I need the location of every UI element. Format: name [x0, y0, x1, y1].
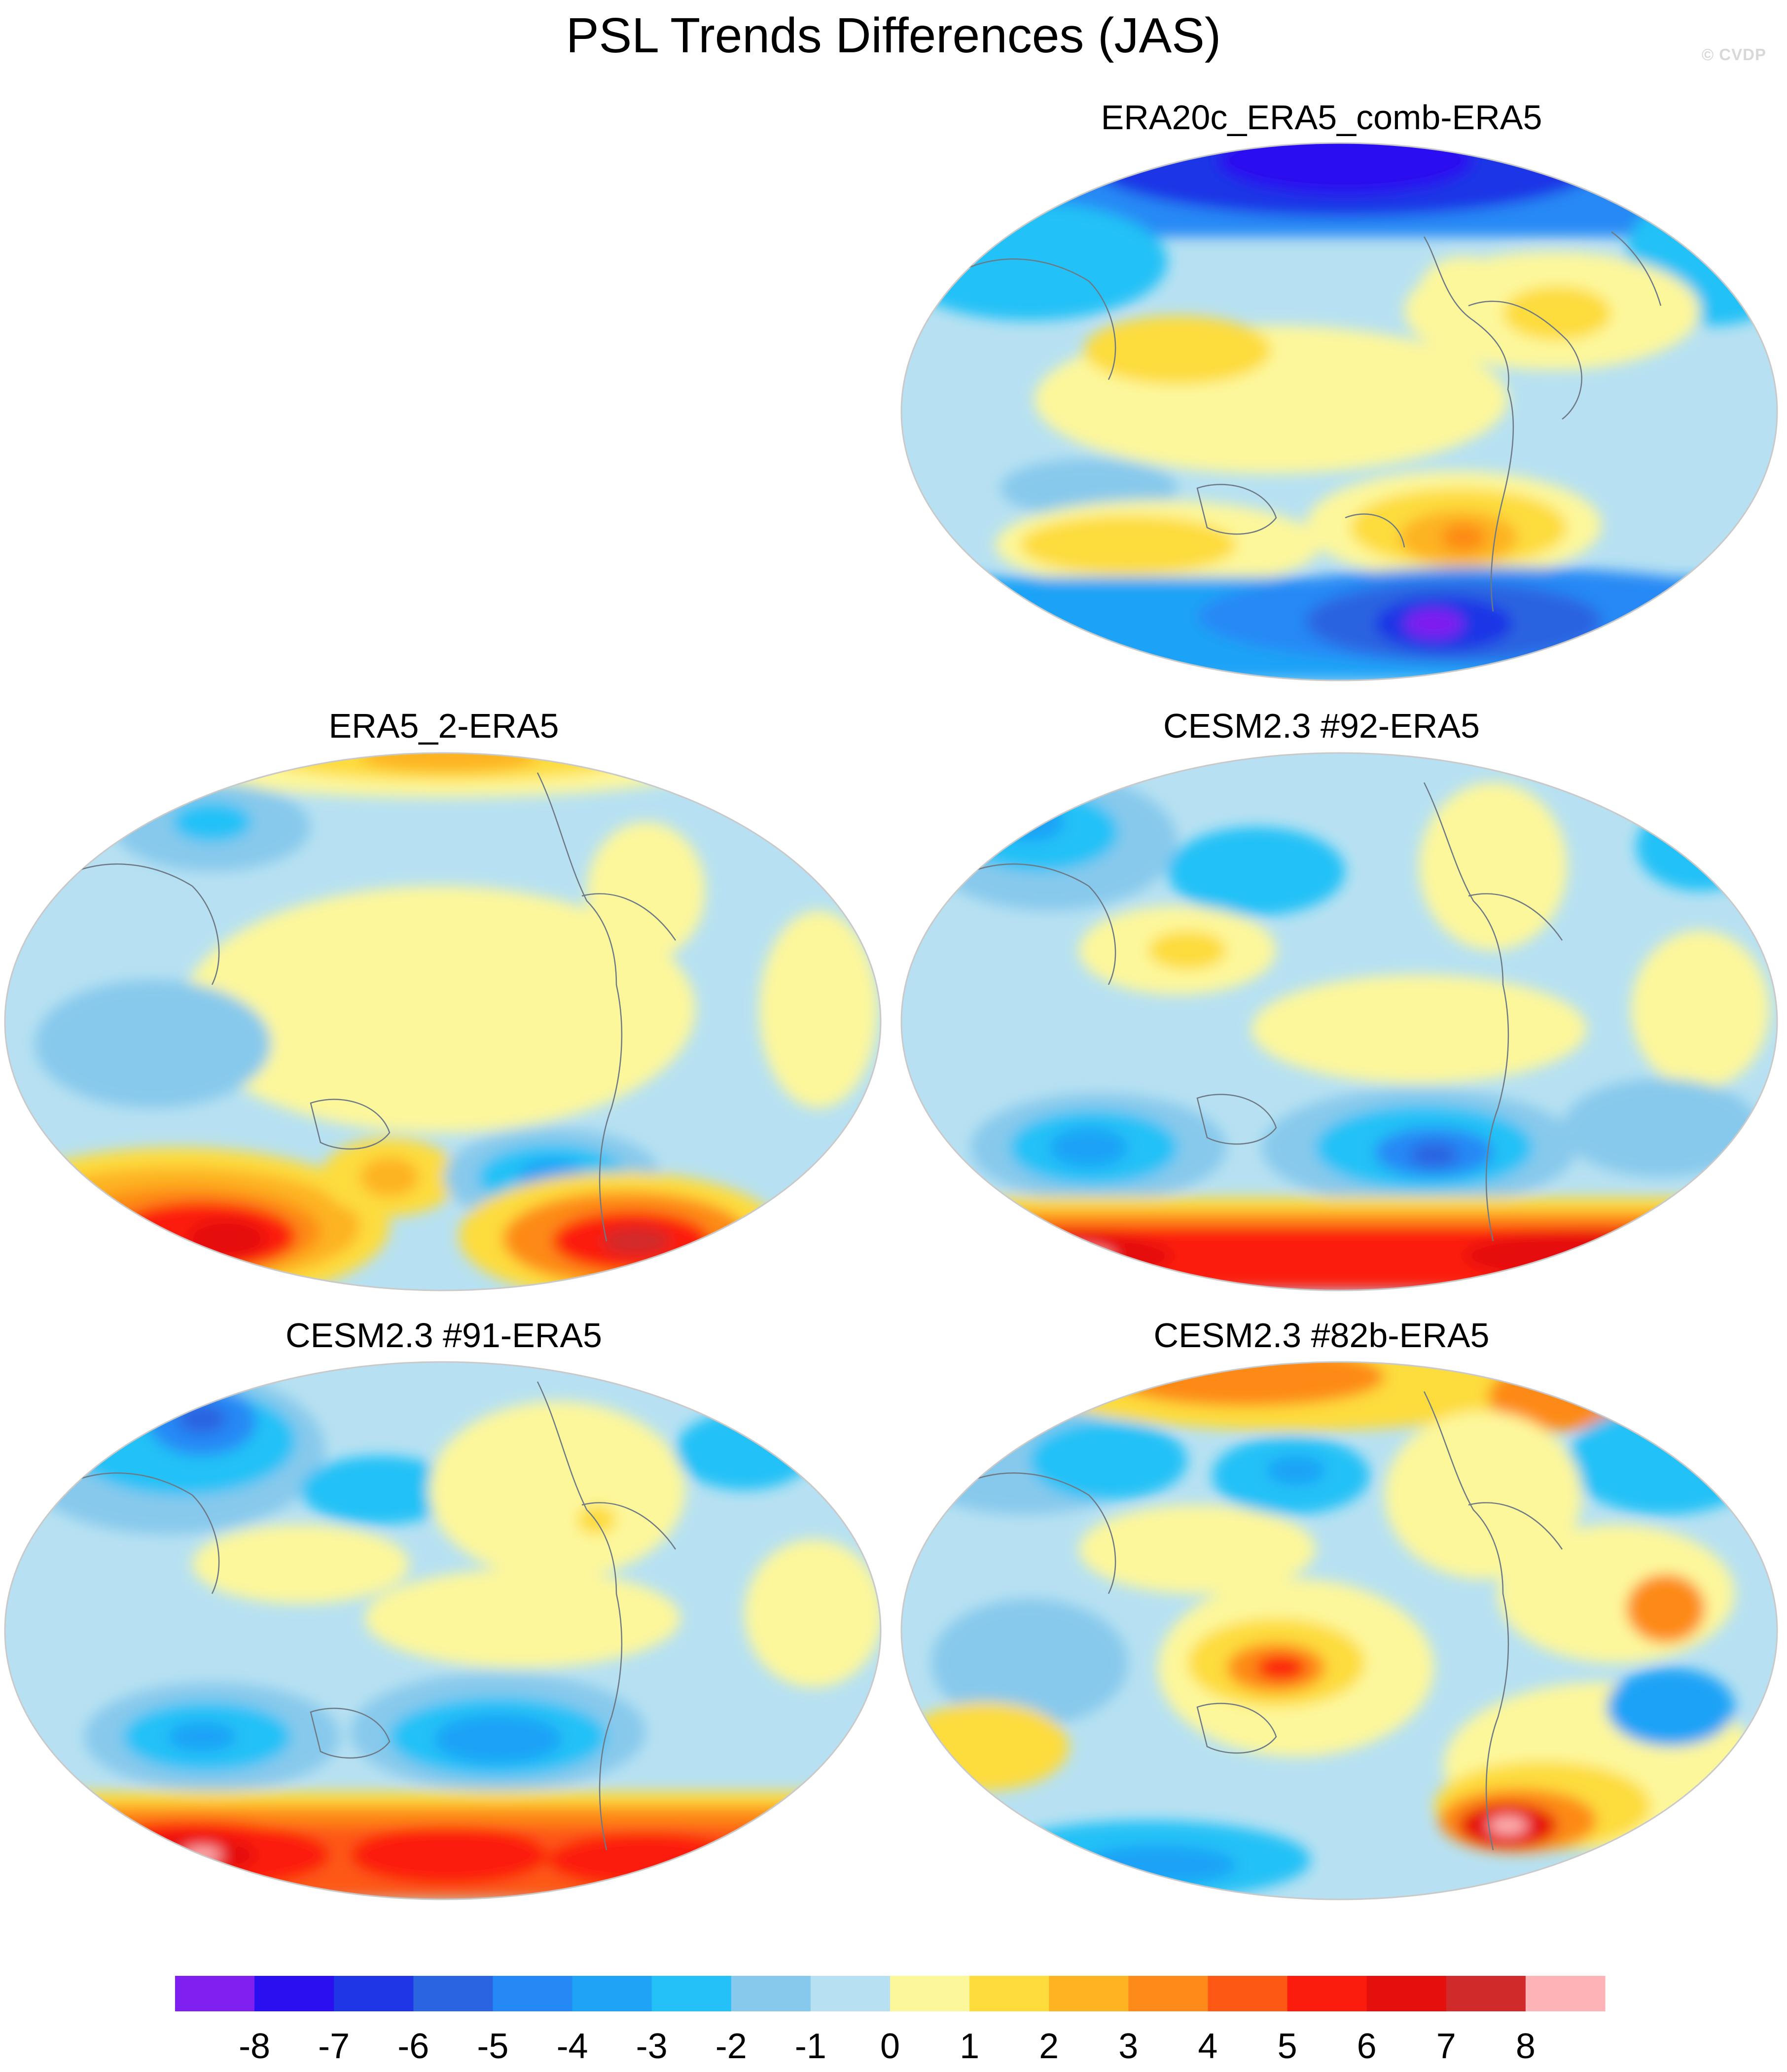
- colorbar-box: [731, 1976, 811, 2011]
- watermark: © CVDP: [1701, 45, 1766, 64]
- colorbar-box: [890, 1976, 970, 2011]
- colorbar-box: [810, 1976, 891, 2011]
- colorbar-tick-label: 1: [960, 2027, 980, 2066]
- map-panel-cesm-91: [4, 1361, 882, 1900]
- colorbar-tick-label: 5: [1277, 2027, 1297, 2066]
- colorbar-tick-label: -2: [715, 2027, 747, 2066]
- colorbar-tick-label: -4: [556, 2027, 588, 2066]
- colorbar-box: [969, 1976, 1049, 2011]
- colorbar-box: [1208, 1976, 1288, 2011]
- map-panel-cesm-92: [900, 752, 1778, 1291]
- colorbar-tick-label: 4: [1198, 2027, 1218, 2066]
- colorbar-box: [1128, 1976, 1209, 2011]
- colorbar-tick-label: 3: [1118, 2027, 1139, 2066]
- colorbar-tick-label: -7: [318, 2027, 350, 2066]
- colorbar-box: [572, 1976, 652, 2011]
- map-panel-era20c: [900, 142, 1778, 681]
- colorbar-tick-label: -6: [397, 2027, 429, 2066]
- colorbar-box: [651, 1976, 732, 2011]
- colorbar-tick-label: -5: [477, 2027, 509, 2066]
- panel-title-era5-2: ERA5_2-ERA5: [328, 707, 559, 745]
- colorbar-box: [334, 1976, 414, 2011]
- figure-title: PSL Trends Differences (JAS): [566, 8, 1221, 63]
- colorbar: [175, 1976, 1606, 2011]
- colorbar-box: [1525, 1976, 1606, 2011]
- colorbar-tick-label: 0: [880, 2027, 900, 2066]
- colorbar-box: [493, 1976, 573, 2011]
- panel-title-cesm-91: CESM2.3 #91-ERA5: [286, 1316, 602, 1355]
- panel-title-cesm-92: CESM2.3 #92-ERA5: [1163, 707, 1480, 745]
- colorbar-box: [1049, 1976, 1129, 2011]
- map-panel-cesm-82b: [900, 1361, 1778, 1900]
- colorbar-box: [1366, 1976, 1447, 2011]
- colorbar-tick-label: -3: [636, 2027, 668, 2066]
- colorbar-tick-label: 7: [1436, 2027, 1456, 2066]
- colorbar-box: [1287, 1976, 1367, 2011]
- colorbar-box: [175, 1976, 255, 2011]
- colorbar-box: [413, 1976, 494, 2011]
- colorbar-box: [1446, 1976, 1526, 2011]
- colorbar-tick-label: -8: [239, 2027, 271, 2066]
- colorbar-box: [254, 1976, 334, 2011]
- colorbar-tick-label: 6: [1357, 2027, 1377, 2066]
- colorbar-tick-label: 2: [1039, 2027, 1059, 2066]
- colorbar-tick-label: 8: [1515, 2027, 1536, 2066]
- colorbar-tick-label: -1: [794, 2027, 826, 2066]
- map-panel-era5-2: [4, 752, 882, 1291]
- panel-title-cesm-82b: CESM2.3 #82b-ERA5: [1153, 1316, 1490, 1355]
- panel-title-era20c: ERA20c_ERA5_comb-ERA5: [1101, 98, 1542, 137]
